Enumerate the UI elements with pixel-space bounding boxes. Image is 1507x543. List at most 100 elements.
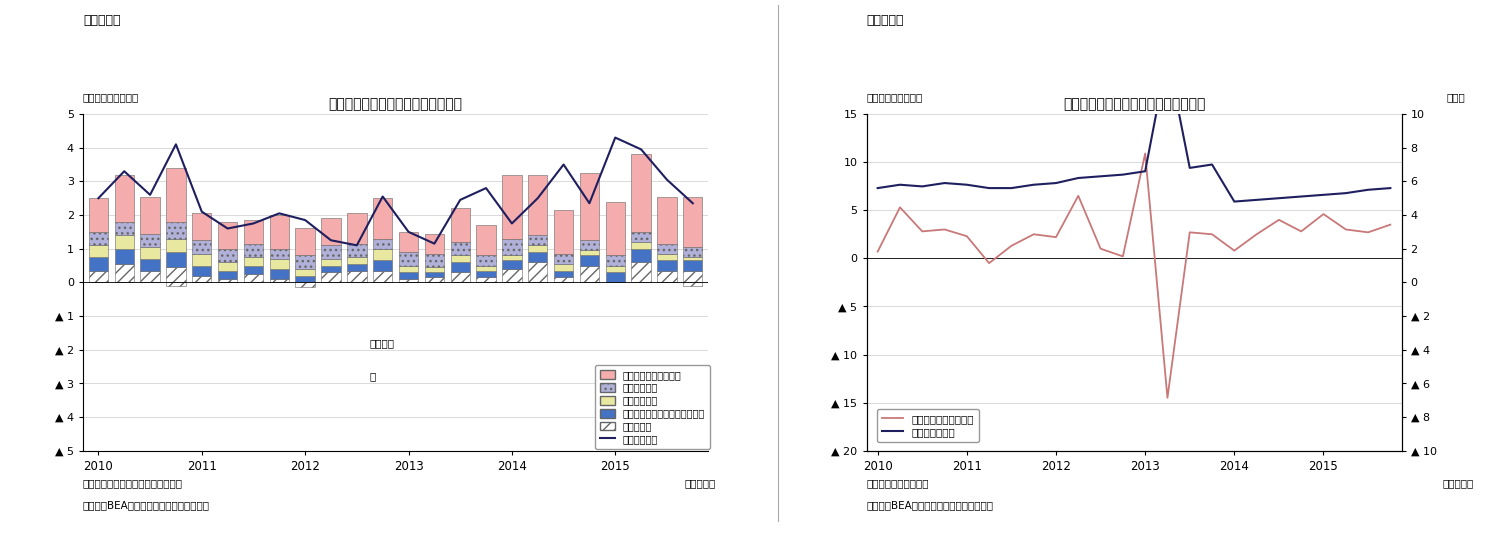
Bar bbox=[476, 255, 496, 266]
Bar bbox=[631, 232, 651, 242]
Bar bbox=[166, 282, 185, 286]
Bar bbox=[555, 254, 573, 264]
Bar bbox=[115, 222, 134, 235]
Bar bbox=[270, 279, 289, 282]
Text: （資料）BEAよりニッセイ基礎研究所作成: （資料）BEAよりニッセイ基礎研究所作成 bbox=[867, 500, 993, 510]
Bar bbox=[451, 262, 470, 272]
Text: サービス: サービス bbox=[369, 338, 395, 348]
Bar bbox=[606, 255, 625, 266]
Text: （注）季節調整済系列の前期比年率: （注）季節調整済系列の前期比年率 bbox=[83, 478, 182, 488]
Bar bbox=[399, 232, 419, 252]
Bar bbox=[219, 249, 237, 262]
Bar bbox=[191, 266, 211, 276]
Bar bbox=[295, 229, 315, 255]
Bar bbox=[115, 264, 134, 282]
Bar bbox=[89, 198, 109, 232]
Bar bbox=[527, 175, 547, 235]
Bar bbox=[295, 282, 315, 287]
Bar bbox=[115, 249, 134, 264]
Bar bbox=[476, 270, 496, 277]
Bar bbox=[425, 233, 445, 254]
Bar bbox=[219, 262, 237, 270]
Bar bbox=[399, 272, 419, 279]
Bar bbox=[555, 264, 573, 270]
Bar bbox=[166, 222, 185, 238]
Bar bbox=[191, 213, 211, 240]
Bar bbox=[683, 270, 702, 282]
Bar bbox=[425, 254, 445, 267]
Bar bbox=[270, 215, 289, 249]
Bar bbox=[683, 257, 702, 261]
Bar bbox=[347, 213, 366, 244]
Bar bbox=[657, 197, 677, 244]
Bar bbox=[166, 168, 185, 222]
Bar bbox=[140, 247, 160, 259]
Bar bbox=[166, 238, 185, 252]
Bar bbox=[140, 197, 160, 233]
Bar bbox=[502, 175, 521, 238]
Bar bbox=[580, 266, 600, 282]
Title: 米国の実質可処分所得伸び率と貯蓄率: 米国の実質可処分所得伸び率と貯蓄率 bbox=[1062, 98, 1206, 111]
Bar bbox=[580, 255, 600, 266]
Bar bbox=[657, 254, 677, 261]
Bar bbox=[399, 266, 419, 272]
Bar bbox=[451, 272, 470, 282]
Bar bbox=[191, 254, 211, 266]
Bar bbox=[244, 220, 264, 244]
Bar bbox=[502, 255, 521, 261]
Bar bbox=[347, 264, 366, 270]
Bar bbox=[166, 267, 185, 282]
Bar bbox=[372, 249, 392, 261]
Bar bbox=[683, 247, 702, 257]
Legend: サービス（医療除く）, 医療サービス, 非耐久消費財, 耗久消費財（自動車関連除く）, 自動車関連, 実質個人消費: サービス（医療除く）, 医療サービス, 非耐久消費財, 耗久消費財（自動車関連除… bbox=[595, 365, 710, 449]
Bar bbox=[683, 197, 702, 247]
Bar bbox=[321, 266, 341, 272]
Text: （四半期）: （四半期） bbox=[684, 478, 716, 488]
Bar bbox=[476, 225, 496, 255]
Bar bbox=[451, 242, 470, 255]
Bar bbox=[399, 252, 419, 266]
Bar bbox=[527, 252, 547, 262]
Bar bbox=[347, 257, 366, 264]
Bar bbox=[219, 270, 237, 279]
Bar bbox=[425, 272, 445, 277]
Bar bbox=[425, 267, 445, 272]
Bar bbox=[502, 269, 521, 282]
Title: 米国の実質個人消費支出（寄与度）: 米国の実質個人消費支出（寄与度） bbox=[329, 98, 463, 111]
Bar bbox=[580, 240, 600, 250]
Bar bbox=[683, 282, 702, 286]
Bar bbox=[683, 261, 702, 270]
Bar bbox=[527, 262, 547, 282]
Bar bbox=[295, 276, 315, 282]
Text: （％）: （％） bbox=[1447, 92, 1465, 103]
Bar bbox=[372, 238, 392, 249]
Bar bbox=[191, 240, 211, 254]
Bar bbox=[657, 270, 677, 282]
Legend: 実質可処分所得伸び率, 貯蓄率（右軸）: 実質可処分所得伸び率, 貯蓄率（右軸） bbox=[877, 408, 980, 442]
Bar bbox=[372, 261, 392, 270]
Bar bbox=[295, 269, 315, 276]
Bar bbox=[89, 245, 109, 257]
Bar bbox=[244, 244, 264, 257]
Bar bbox=[115, 175, 134, 222]
Text: （注）季節調整済系列: （注）季節調整済系列 bbox=[867, 478, 928, 488]
Bar bbox=[476, 266, 496, 270]
Bar bbox=[219, 222, 237, 249]
Bar bbox=[295, 255, 315, 269]
Bar bbox=[191, 276, 211, 282]
Bar bbox=[451, 255, 470, 262]
Bar bbox=[527, 235, 547, 245]
Bar bbox=[657, 244, 677, 254]
Text: 財: 財 bbox=[369, 371, 375, 382]
Bar bbox=[631, 262, 651, 282]
Bar bbox=[89, 257, 109, 270]
Bar bbox=[321, 259, 341, 266]
Bar bbox=[451, 209, 470, 242]
Bar bbox=[270, 269, 289, 279]
Bar bbox=[321, 245, 341, 259]
Bar bbox=[347, 270, 366, 282]
Bar bbox=[89, 232, 109, 245]
Bar bbox=[321, 218, 341, 245]
Bar bbox=[527, 245, 547, 252]
Bar bbox=[476, 277, 496, 282]
